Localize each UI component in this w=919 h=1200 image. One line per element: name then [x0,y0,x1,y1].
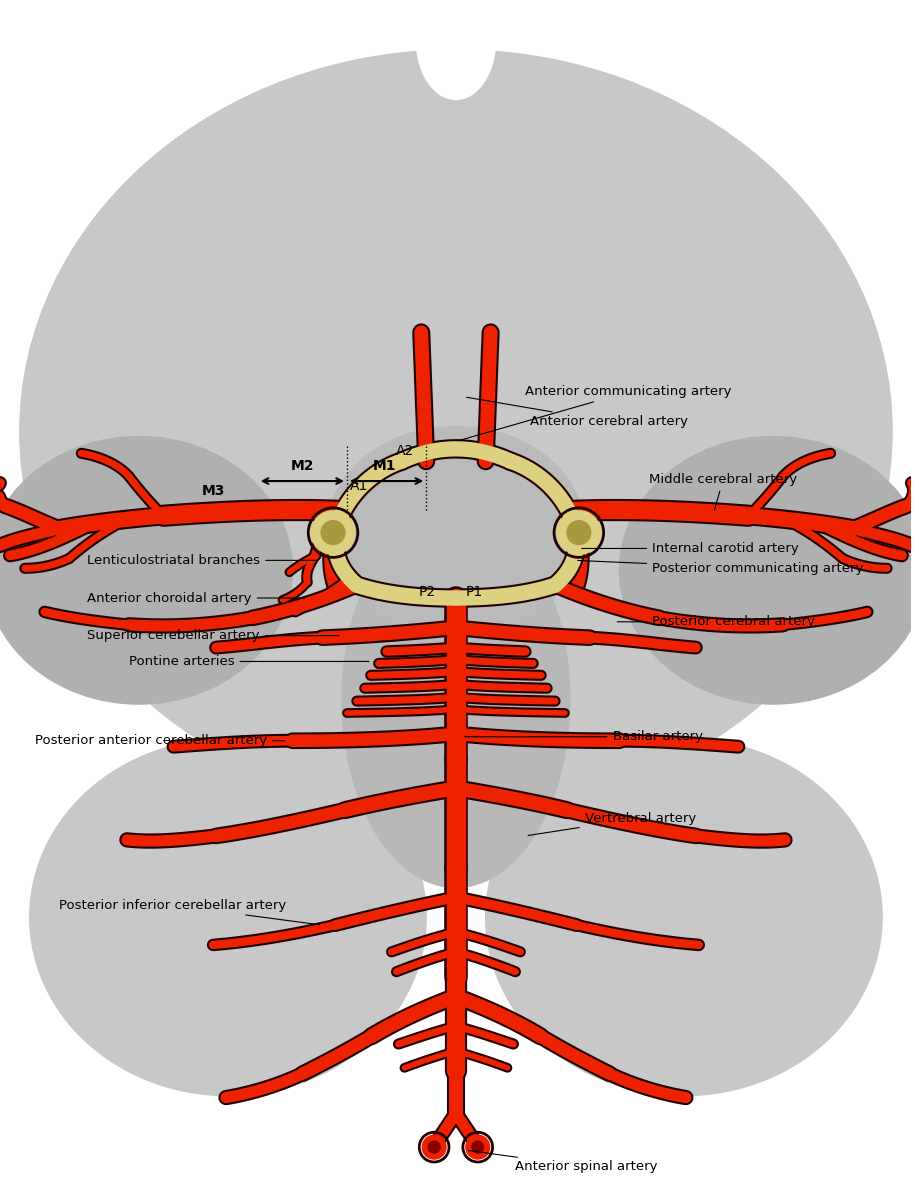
Text: Pontine arteries: Pontine arteries [129,655,369,668]
Text: M2: M2 [290,460,314,473]
Circle shape [422,1135,446,1159]
Text: Middle cerebral artery: Middle cerebral artery [649,473,798,510]
Circle shape [321,521,345,545]
Text: Anterior cerebral artery: Anterior cerebral artery [467,397,688,428]
Ellipse shape [0,437,292,704]
Text: Posterior inferior cerebellar artery: Posterior inferior cerebellar artery [60,899,320,925]
Ellipse shape [342,511,570,888]
Text: Lenticulostriatal branches: Lenticulostriatal branches [87,554,316,566]
Ellipse shape [619,437,919,704]
Text: Posterior communicating artery: Posterior communicating artery [578,560,864,575]
Circle shape [557,511,601,554]
Text: Anterior choroidal artery: Anterior choroidal artery [87,592,304,605]
Text: Superior cerebellar artery: Superior cerebellar artery [87,629,339,642]
Ellipse shape [327,426,584,635]
Circle shape [428,1141,440,1153]
Text: M3: M3 [201,484,225,498]
Text: Vertrebral artery: Vertrebral artery [528,811,696,835]
Text: P1: P1 [466,586,483,599]
Circle shape [567,521,591,545]
Ellipse shape [416,0,495,100]
Text: M1: M1 [373,460,396,473]
Circle shape [312,511,355,554]
Text: Internal carotid artery: Internal carotid artery [582,542,799,554]
Circle shape [471,1141,483,1153]
Text: A1: A1 [350,479,369,493]
Ellipse shape [20,50,892,814]
Text: Posterior anterior cerebellar artery: Posterior anterior cerebellar artery [35,734,285,748]
Text: Posterior cerebral artery: Posterior cerebral artery [618,616,815,629]
Circle shape [466,1135,490,1159]
Text: P2: P2 [419,586,437,599]
Text: Anterior communicating artery: Anterior communicating artery [459,385,732,440]
Ellipse shape [29,739,426,1096]
Text: A2: A2 [396,444,414,458]
Text: Anterior spinal artery: Anterior spinal artery [469,1151,658,1174]
Text: Basilar artery: Basilar artery [465,731,702,743]
Ellipse shape [485,739,882,1096]
